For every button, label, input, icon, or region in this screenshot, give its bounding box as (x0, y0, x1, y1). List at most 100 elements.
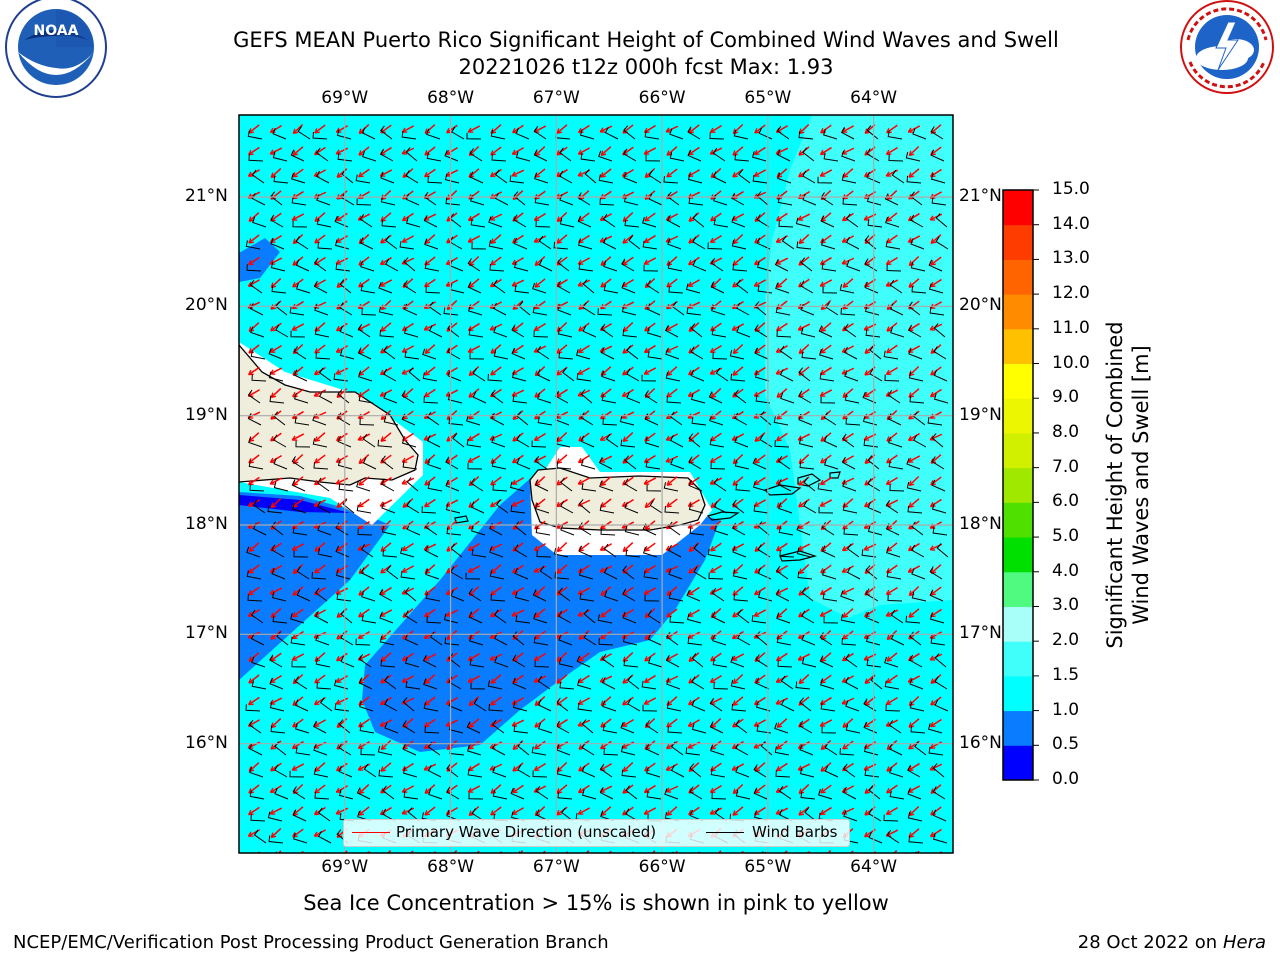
wave-direction-arrow (270, 652, 282, 662)
wave-direction-arrow (270, 675, 282, 683)
wave-direction-arrow (930, 586, 942, 596)
wave-direction-arrow (490, 344, 502, 354)
wave-direction-arrowhead (512, 457, 518, 464)
wave-direction-arrowhead (336, 172, 343, 178)
wind-barb (577, 215, 592, 228)
wind-barb (861, 549, 877, 558)
wind-barb (423, 678, 438, 690)
wave-direction-arrow (820, 739, 832, 751)
wave-direction-arrowhead (841, 215, 848, 222)
wave-direction-arrow (842, 608, 854, 618)
wave-direction-arrow (710, 190, 722, 200)
wind-barb (869, 368, 883, 382)
wind-barb (560, 477, 573, 492)
wave-direction-arrow (893, 850, 898, 853)
wave-direction-arrow (600, 410, 612, 420)
wave-direction-arrow (709, 257, 723, 265)
wind-barb (405, 170, 419, 184)
colorbar-segment (1003, 641, 1033, 677)
wave-direction-arrow (534, 740, 546, 750)
wind-barb (511, 371, 527, 382)
wave-direction-arrow (798, 564, 810, 574)
wind-barb (445, 456, 459, 470)
wave-direction-arrow (556, 784, 568, 794)
wind-barb (470, 501, 485, 514)
wind-barb (337, 435, 352, 448)
wave-height-field-0.5-1m-north (239, 238, 280, 282)
legend-wind-barbs-label: Wind Barbs (752, 823, 838, 841)
wind-barb (445, 197, 461, 206)
wind-barb (400, 571, 416, 580)
wave-direction-arrowhead (490, 678, 497, 684)
wave-direction-arrow (600, 718, 612, 728)
wind-barb (335, 522, 349, 536)
wind-barb (358, 677, 373, 690)
wave-direction-arrowhead (424, 370, 430, 376)
wave-direction-arrowhead (600, 260, 607, 266)
wind-barb (268, 371, 284, 382)
wave-direction-arrowhead (402, 502, 409, 508)
wind-barb (425, 568, 440, 580)
wind-barb (648, 193, 663, 206)
wind-barb (823, 152, 839, 162)
wave-direction-arrowhead (753, 589, 760, 596)
wave-direction-arrowhead (688, 546, 695, 552)
wind-barb (426, 152, 442, 162)
wave-direction-arrow (511, 169, 525, 177)
wind-barb (866, 171, 881, 184)
wave-direction-arrow (688, 454, 700, 464)
colorbar-segment (1003, 398, 1033, 434)
wind-barb (290, 636, 306, 646)
wave-direction-arrow (710, 345, 722, 353)
wind-barb (688, 197, 704, 206)
wave-direction-arrow (841, 345, 855, 353)
wind-barb (250, 609, 264, 624)
wind-barb (645, 743, 660, 756)
wave-direction-arrow (489, 653, 503, 661)
wind-barb (405, 217, 421, 228)
wind-barb (249, 303, 264, 316)
wind-barb (275, 324, 289, 338)
wave-direction-arrow (247, 389, 261, 397)
wind-barb (580, 459, 596, 470)
wave-direction-arrowhead (269, 787, 276, 793)
wind-barb (602, 213, 616, 228)
wind-barb (297, 126, 311, 140)
wind-barb (755, 631, 768, 646)
wind-barb (423, 396, 439, 404)
wave-direction-arrow (709, 367, 723, 375)
wind-barb (910, 214, 924, 228)
wave-direction-arrowhead (885, 149, 892, 155)
wind-barb (446, 786, 460, 800)
lon-label-top: 66°W (638, 88, 686, 108)
wave-direction-arrowhead (885, 699, 892, 705)
wind-barb (821, 262, 837, 272)
lon-label-bottom: 68°W (427, 857, 475, 877)
wind-barb (841, 150, 856, 162)
wave-direction-arrowhead (775, 677, 782, 683)
wave-direction-arrowhead (270, 744, 276, 750)
wind-barb (778, 785, 792, 800)
wave-direction-arrow (511, 587, 525, 595)
wave-direction-arrowhead (643, 479, 650, 485)
wave-direction-arrow (358, 256, 370, 266)
wind-barb (406, 477, 419, 492)
wave-direction-arrowhead (841, 567, 848, 573)
wave-direction-arrowhead (709, 347, 716, 353)
wind-barb (252, 499, 266, 514)
wave-direction-arrowhead (577, 809, 584, 815)
colorbar-segment (1003, 363, 1033, 399)
wind-barb (887, 389, 901, 404)
wave-direction-arrow (358, 564, 370, 574)
wave-direction-arrow (248, 366, 260, 376)
wave-direction-arrow (446, 564, 458, 574)
wind-barb (357, 347, 372, 360)
wind-barb (538, 235, 552, 250)
wave-direction-arrow (380, 629, 392, 641)
wind-barb (931, 456, 945, 470)
wind-barb (602, 418, 618, 426)
wave-direction-arrow (358, 631, 370, 639)
wind-barb (707, 548, 723, 558)
wave-direction-arrow (292, 410, 304, 420)
wave-direction-arrowhead (358, 788, 365, 795)
